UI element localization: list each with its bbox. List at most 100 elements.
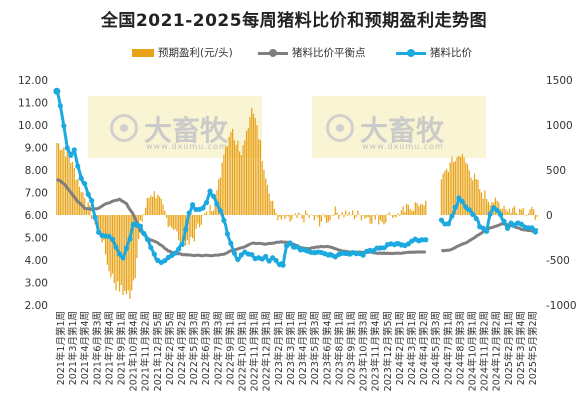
- ratio-point: [221, 217, 227, 223]
- left-axis-tick-label: 6.00: [25, 210, 48, 222]
- profit-bar: [106, 215, 108, 265]
- profit-bar: [82, 192, 84, 215]
- profit-bar: [362, 215, 364, 216]
- ratio-point: [203, 200, 210, 206]
- profit-bar: [322, 214, 324, 215]
- profit-bar: [519, 208, 521, 215]
- profit-bar: [134, 215, 136, 279]
- profit-bar: [285, 215, 288, 217]
- ratio-point: [532, 229, 538, 235]
- ratio-point: [183, 227, 189, 233]
- ratio-point: [287, 240, 293, 246]
- profit-bar: [336, 212, 338, 215]
- ratio-point: [283, 243, 290, 249]
- ratio-point: [238, 252, 244, 258]
- profit-bar: [266, 184, 269, 215]
- x-axis-tick-label: 2023年8月第1周: [333, 311, 345, 385]
- x-axis-tick-label: 2024年8月第3周: [454, 311, 466, 385]
- profit-bar: [68, 157, 70, 215]
- ratio-point: [273, 257, 279, 264]
- x-axis-tick-label: 2024年3月第1周: [406, 311, 418, 385]
- ratio-point: [61, 123, 67, 129]
- profit-bar: [442, 173, 444, 215]
- profit-bar: [353, 215, 356, 220]
- profit-bar: [466, 164, 469, 215]
- ratio-point: [57, 103, 63, 109]
- ratio-point: [68, 152, 74, 158]
- ratio-point: [189, 202, 196, 208]
- ratio-point: [231, 250, 237, 256]
- watermark-logo-icon: [110, 114, 138, 142]
- profit-bar: [329, 215, 331, 221]
- profit-bar: [517, 214, 519, 216]
- profit-bar: [313, 215, 316, 221]
- profit-bar: [489, 205, 491, 215]
- x-axis-tick-label: 2021年12月第5周: [152, 311, 164, 391]
- x-axis-tick-label: 2021年11月第2周: [140, 311, 152, 391]
- ratio-point: [263, 253, 269, 260]
- profit-bar: [153, 191, 155, 215]
- x-axis-tick-label: 2025年5月第2周: [527, 311, 539, 385]
- left-axis-tick-label: 10.00: [18, 120, 48, 132]
- x-axis-tick-label: 2024年4月第2周: [418, 311, 430, 385]
- profit-bar: [369, 215, 371, 224]
- profit-bar: [374, 215, 376, 220]
- ratio-point: [78, 175, 84, 181]
- legend-item-breakeven: 猪料比价平衡点: [258, 45, 366, 61]
- profit-bar: [319, 215, 321, 227]
- profit-bar: [207, 214, 209, 216]
- profit-bar: [510, 212, 512, 215]
- ratio-point: [228, 240, 234, 246]
- profit-bar: [197, 215, 199, 224]
- x-axis-tick-label: 2021年6月第3周: [91, 311, 103, 385]
- profit-bar: [238, 151, 241, 215]
- profit-bar: [306, 213, 309, 215]
- profit-bar: [108, 215, 110, 272]
- profit-bar: [198, 215, 201, 228]
- ratio-point: [141, 230, 147, 237]
- x-axis-tick-label: 2024年12月第2周: [491, 311, 503, 391]
- profit-bar: [71, 161, 74, 215]
- profit-bar: [423, 205, 425, 215]
- legend-item-profit: 预期盈利(元/头): [132, 45, 233, 61]
- profit-bar: [508, 208, 510, 215]
- profit-bar: [324, 215, 326, 218]
- profit-bar: [85, 206, 88, 215]
- profit-bar: [148, 197, 150, 215]
- profit-bar: [284, 215, 286, 220]
- legend-label-profit: 预期盈利(元/头): [158, 47, 233, 59]
- profit-bar: [367, 215, 369, 217]
- x-axis-tick-label: 2023年3月第1周: [285, 311, 297, 385]
- ratio-point: [480, 225, 486, 231]
- profit-bar: [73, 168, 75, 215]
- ratio-point: [224, 231, 230, 237]
- profit-bar: [449, 162, 451, 215]
- profit-bar: [325, 215, 328, 223]
- profit-bar: [63, 147, 65, 215]
- profit-bar: [132, 215, 135, 281]
- watermark-logo-text: 大畜牧: [144, 114, 229, 147]
- profit-bar: [334, 206, 336, 215]
- ratio-point: [463, 204, 469, 210]
- profit-bar: [473, 173, 476, 215]
- profit-bar: [139, 215, 142, 221]
- x-axis-tick-label: 2022年12月第1周: [261, 311, 273, 391]
- profit-bar: [98, 215, 100, 229]
- profit-bar: [263, 169, 265, 215]
- left-axis-tick-label: 9.00: [25, 143, 48, 155]
- ratio-point: [116, 251, 123, 257]
- watermark-url: www.dxumu.com: [362, 142, 444, 151]
- ratio-point: [501, 218, 507, 224]
- x-axis-tick-label: 2022年5月第3周: [188, 311, 200, 385]
- left-axis-tick-label: 11.00: [18, 98, 48, 110]
- profit-bar: [482, 198, 484, 215]
- profit-bar: [383, 215, 385, 225]
- profit-bar: [327, 215, 329, 222]
- profit-bar: [461, 153, 463, 215]
- x-axis-tick-label: 2022年4月第2周: [176, 311, 188, 385]
- profit-bar: [365, 215, 368, 218]
- profit-bar: [520, 209, 523, 215]
- x-axis-tick-label: 2022年10月第1周: [237, 311, 249, 391]
- profit-bar: [341, 212, 343, 215]
- profit-bar: [291, 215, 293, 220]
